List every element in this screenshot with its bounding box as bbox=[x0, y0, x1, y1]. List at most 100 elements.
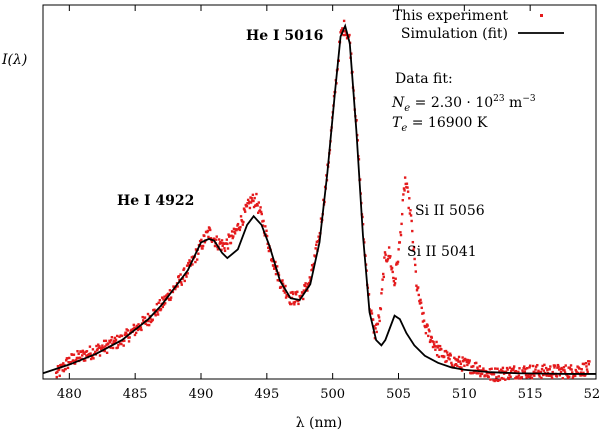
experiment-point bbox=[408, 212, 412, 215]
x-tick-label: 485 bbox=[123, 387, 148, 402]
experiment-point bbox=[120, 334, 124, 338]
experiment-point bbox=[94, 350, 97, 354]
experiment-point bbox=[384, 253, 387, 256]
experiment-point bbox=[288, 301, 291, 304]
experiment-point bbox=[387, 254, 390, 258]
experiment-point bbox=[306, 289, 309, 292]
experiment-point bbox=[383, 251, 387, 254]
experiment-point bbox=[112, 341, 115, 344]
experiment-point bbox=[223, 249, 227, 253]
experiment-point bbox=[475, 361, 478, 365]
experiment-point bbox=[549, 365, 552, 368]
experiment-point bbox=[482, 367, 485, 370]
experiment-point bbox=[143, 316, 147, 319]
experiment-point bbox=[308, 276, 311, 279]
experiment-point bbox=[533, 374, 536, 377]
experiment-point bbox=[428, 340, 432, 344]
experiment-point bbox=[135, 324, 138, 328]
experiment-point bbox=[272, 264, 275, 268]
experiment-point bbox=[149, 317, 152, 320]
experiment-point bbox=[191, 263, 194, 266]
experiment-point bbox=[548, 368, 551, 371]
experiment-point bbox=[239, 225, 242, 229]
experiment-point bbox=[76, 349, 79, 353]
experiment-point bbox=[118, 335, 121, 339]
experiment-point bbox=[407, 206, 410, 210]
experiment-point bbox=[259, 206, 262, 209]
experiment-point bbox=[83, 352, 86, 355]
experiment-point bbox=[235, 228, 239, 231]
experiment-point bbox=[311, 267, 314, 271]
experiment-point bbox=[239, 215, 243, 218]
experiment-point bbox=[457, 355, 461, 359]
experiment-point bbox=[209, 228, 212, 232]
experiment-point bbox=[185, 275, 188, 278]
experiment-point bbox=[562, 366, 566, 369]
experiment-point bbox=[391, 270, 394, 274]
experiment-point bbox=[517, 374, 521, 377]
experiment-point bbox=[243, 208, 246, 212]
experiment-point bbox=[294, 293, 298, 296]
te-value: 16900 K bbox=[428, 115, 488, 131]
experiment-point bbox=[310, 264, 314, 267]
experiment-point bbox=[563, 371, 567, 374]
experiment-point bbox=[63, 363, 66, 367]
experiment-point bbox=[73, 362, 77, 365]
experiment-point bbox=[427, 334, 430, 338]
experiment-point bbox=[146, 312, 150, 316]
ne-parameter: Ne = 2.30 · 1023 m−3 bbox=[391, 94, 536, 114]
legend: This experiment Simulation (fit) bbox=[393, 8, 564, 42]
experiment-point bbox=[579, 371, 583, 374]
x-tick-label: 510 bbox=[452, 387, 477, 402]
experiment-point bbox=[490, 367, 493, 370]
experiment-point bbox=[110, 336, 114, 339]
experiment-point bbox=[201, 247, 204, 250]
te-parameter: Te = 16900 K bbox=[392, 115, 488, 134]
experiment-point bbox=[420, 306, 423, 310]
experiment-point bbox=[380, 292, 383, 295]
ne-subscript: e bbox=[404, 103, 410, 114]
experiment-point bbox=[257, 211, 260, 214]
experiment-point bbox=[449, 354, 452, 357]
experiment-point bbox=[140, 328, 143, 332]
experiment-point bbox=[457, 360, 460, 363]
experiment-point bbox=[103, 349, 106, 353]
experiment-point bbox=[257, 201, 260, 204]
experiment-point bbox=[132, 323, 135, 327]
experiment-point bbox=[419, 298, 422, 302]
experiment-point bbox=[434, 345, 438, 348]
experiment-point bbox=[147, 319, 150, 323]
experiment-point bbox=[468, 359, 471, 362]
experiment-point bbox=[250, 196, 253, 200]
experiment-point bbox=[456, 364, 459, 367]
experiment-point bbox=[427, 328, 431, 331]
label-si-ii-5041: Si II 5041 bbox=[407, 244, 477, 260]
experiment-point bbox=[291, 290, 294, 294]
experiment-point bbox=[66, 357, 69, 360]
experiment-point bbox=[488, 368, 492, 371]
experiment-point bbox=[392, 276, 395, 280]
experiment-point bbox=[551, 370, 554, 374]
experiment-point bbox=[120, 342, 123, 346]
y-axis-label: I(λ) bbox=[1, 52, 27, 68]
experiment-point bbox=[178, 278, 181, 282]
experiment-point bbox=[162, 298, 165, 301]
experiment-point bbox=[418, 299, 421, 303]
experiment-point bbox=[305, 285, 308, 289]
experiment-point bbox=[584, 373, 587, 377]
experiment-point bbox=[506, 368, 509, 371]
experiment-point bbox=[109, 346, 112, 349]
experiment-point bbox=[116, 346, 119, 349]
experiment-point bbox=[471, 371, 474, 375]
experiment-point bbox=[157, 301, 160, 305]
simulation-fit-line bbox=[42, 23, 596, 375]
experiment-point bbox=[293, 303, 296, 306]
experiment-point bbox=[81, 354, 84, 357]
experiment-point bbox=[208, 227, 211, 230]
experiment-point bbox=[545, 374, 548, 377]
experiment-point bbox=[568, 366, 572, 370]
experiment-point bbox=[557, 365, 560, 368]
experiment-point bbox=[107, 342, 110, 345]
experiment-point bbox=[370, 312, 374, 315]
experiment-point bbox=[574, 374, 577, 378]
